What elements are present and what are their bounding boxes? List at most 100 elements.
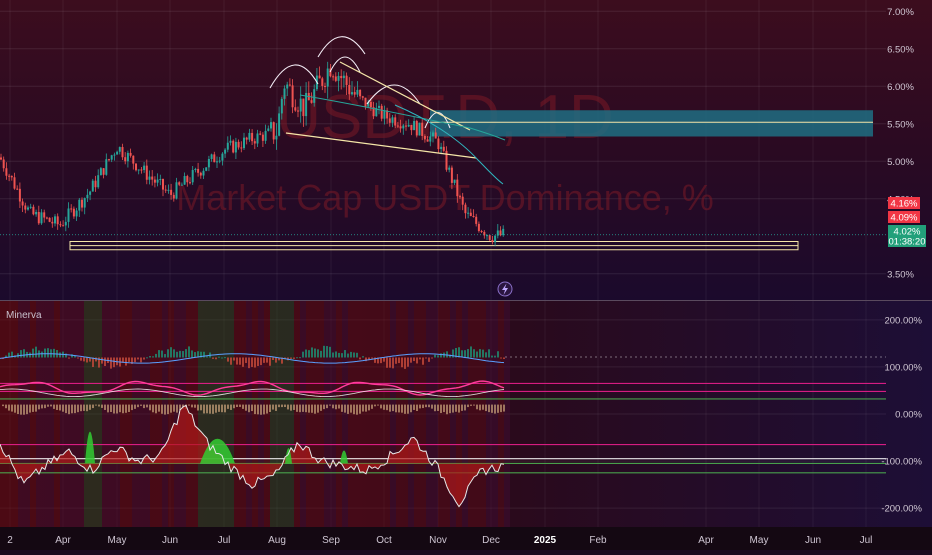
histogram-bar — [497, 351, 499, 358]
indicator-bg-strip — [108, 301, 114, 527]
histogram-bar — [410, 357, 412, 363]
histogram-bar — [308, 404, 310, 413]
histogram-bar — [71, 404, 73, 414]
candle-body — [351, 92, 353, 95]
candle-body — [383, 110, 386, 119]
candle-body — [18, 188, 21, 202]
time-tick-label: Aug — [268, 535, 286, 546]
histogram-bar — [461, 350, 463, 358]
candle-body — [118, 147, 121, 152]
candle-body — [5, 168, 8, 176]
candle-body — [59, 224, 62, 226]
candle-body — [183, 176, 186, 185]
histogram-bar — [143, 357, 145, 360]
candle-body — [488, 235, 491, 240]
histogram-bar — [503, 357, 505, 359]
histogram-bar — [20, 350, 22, 358]
histogram-bar — [11, 404, 13, 412]
candle-body — [340, 75, 343, 79]
candle-body — [51, 221, 54, 224]
candle-body — [35, 211, 38, 215]
histogram-bar — [440, 353, 442, 358]
histogram-bar — [362, 356, 364, 358]
candle-body — [43, 212, 46, 218]
indicator-bg-strip — [72, 301, 78, 527]
candle-body — [429, 136, 432, 142]
histogram-bar — [215, 404, 217, 413]
resistance-zone-group — [430, 110, 873, 137]
histogram-bar — [395, 404, 397, 413]
histogram-bar — [317, 349, 319, 358]
histogram-bar — [449, 404, 451, 414]
histogram-bar — [44, 348, 46, 358]
oscillator-line — [0, 404, 505, 508]
histogram-bar — [464, 350, 466, 358]
histogram-bar — [335, 351, 337, 358]
candle-body — [299, 98, 302, 112]
histogram-bar — [302, 351, 304, 358]
histogram-bar — [251, 357, 253, 367]
candle-body — [334, 76, 337, 81]
histogram-bar — [446, 351, 448, 358]
candle-body — [456, 179, 459, 197]
histogram-bar — [38, 404, 40, 410]
candle-body — [499, 230, 502, 236]
indicator-bg-strip — [30, 301, 36, 527]
histogram-bar — [344, 350, 346, 358]
signal-line-blue — [0, 353, 505, 364]
histogram-bar — [218, 356, 220, 358]
candle-body — [216, 161, 218, 163]
histogram-bar — [167, 349, 169, 358]
histogram-bar — [62, 404, 64, 412]
indicator-bg-strip — [462, 301, 468, 527]
histogram-bar — [491, 355, 493, 358]
histogram-bar — [83, 357, 85, 362]
indicator-bg-strip — [6, 301, 12, 527]
histogram-bar — [278, 404, 280, 408]
histogram-bar — [95, 404, 97, 406]
histogram-bar — [323, 345, 325, 358]
candle-body — [113, 154, 116, 156]
histogram-bar — [413, 404, 415, 410]
candle-body — [83, 198, 86, 208]
indicator-bg-strip — [60, 301, 66, 527]
candle-body — [105, 159, 108, 175]
indicator-series — [0, 345, 886, 508]
histogram-bar — [236, 357, 238, 365]
indicator-bg-strip — [456, 301, 462, 527]
candle-body — [110, 155, 113, 160]
candle-body — [434, 132, 437, 139]
histogram-bar — [314, 404, 316, 414]
histogram-bar — [188, 404, 190, 406]
histogram-bar — [251, 404, 253, 412]
candle-body — [170, 189, 173, 195]
indicator-axis[interactable]: 200.00% 100.00% 0.00% -100.00% -200.00% — [881, 315, 922, 514]
candle-body — [121, 147, 124, 158]
indicator-bg-strip — [390, 301, 396, 527]
candle-body — [256, 133, 259, 144]
histogram-bar — [176, 351, 178, 358]
histogram-bar — [356, 352, 358, 358]
histogram-bar — [164, 404, 166, 415]
histogram-bar — [110, 357, 112, 369]
histogram-bar — [434, 354, 436, 358]
indicator-bg-strip — [336, 301, 342, 527]
histogram-bar — [332, 352, 334, 358]
indicator-bg-strip — [120, 301, 126, 527]
histogram-bar — [446, 404, 448, 415]
histogram-bar — [425, 404, 427, 408]
candle-body — [413, 121, 416, 131]
candle-body — [135, 163, 137, 171]
histogram-bar — [101, 404, 103, 408]
candle-body — [486, 235, 488, 237]
indicator-bg-strip — [96, 301, 102, 527]
candle-body — [45, 217, 48, 219]
candle-body — [386, 110, 389, 119]
price-tick-label: 7.00% — [887, 7, 914, 18]
indicator-bg-strip — [306, 301, 312, 527]
indicator-tick-label: -100.00% — [881, 457, 922, 468]
lightning-icon[interactable] — [497, 281, 513, 297]
candle-body — [361, 96, 364, 98]
time-axis[interactable]: 2 Apr May Jun Jul Aug Sep Oct Nov Dec 2025 Feb Apr Ma… — [7, 535, 872, 546]
